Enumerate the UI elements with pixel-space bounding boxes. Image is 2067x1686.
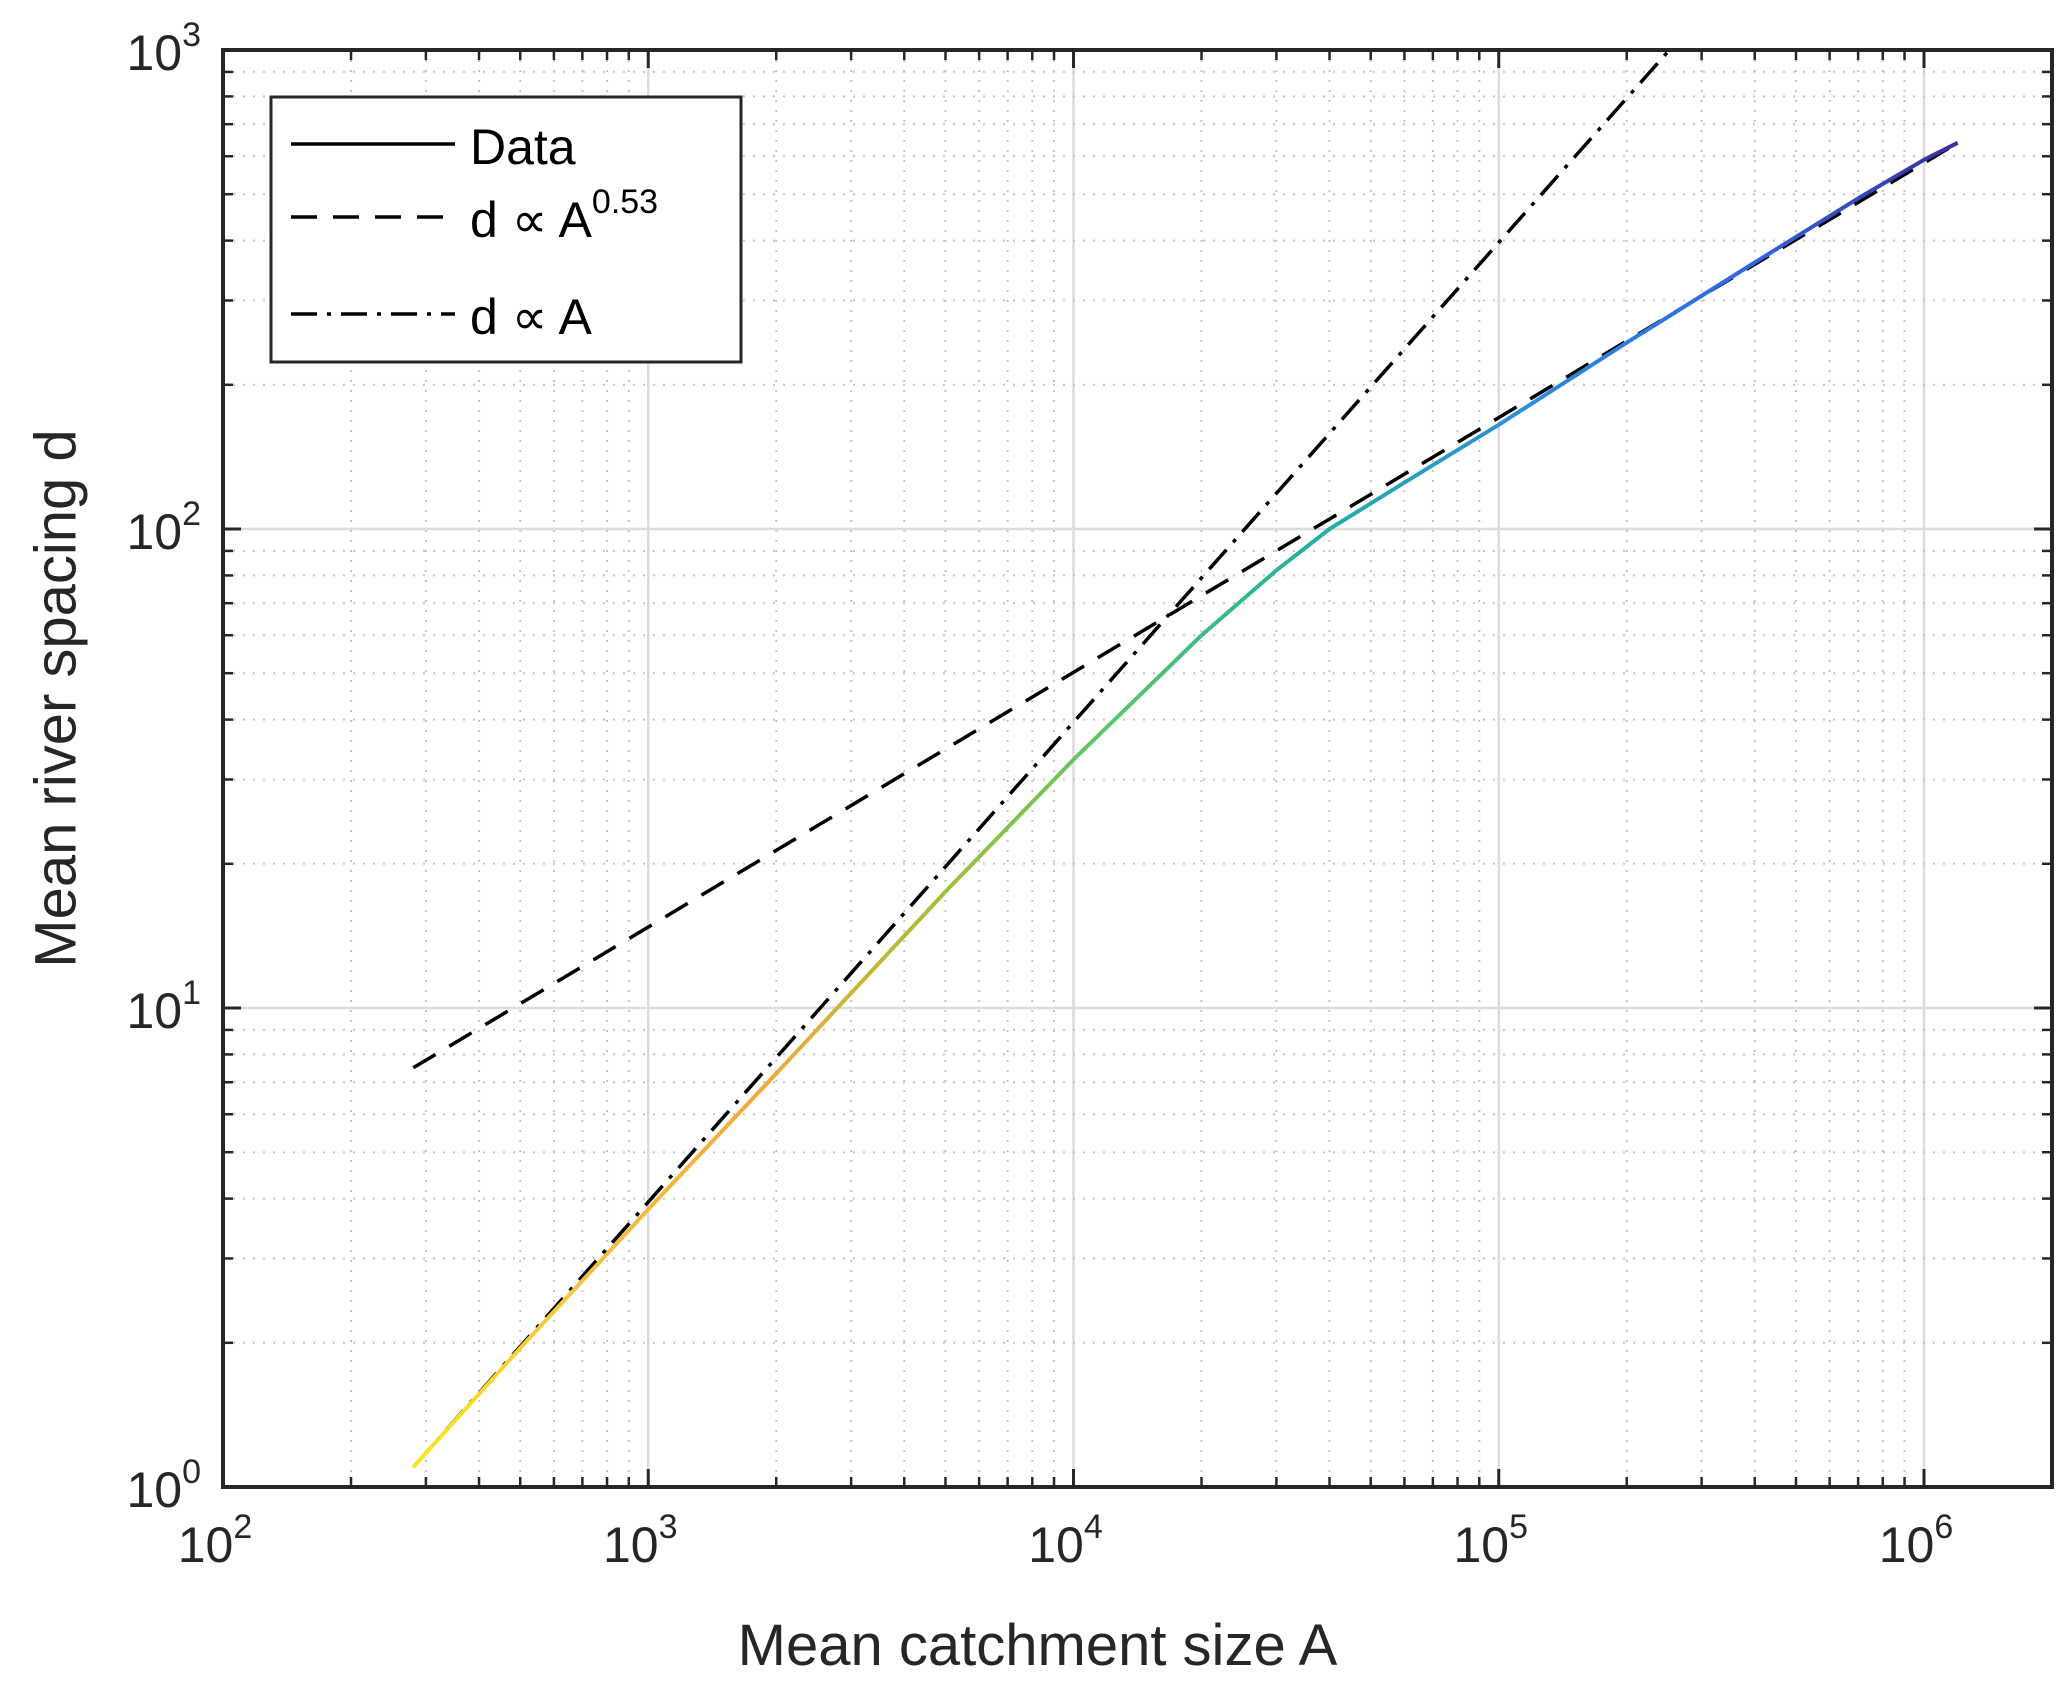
x-tick-label-exponent: 6 — [1934, 1508, 1953, 1546]
ticks — [221, 48, 2054, 1489]
x-tick-label-exponent: 4 — [1084, 1508, 1103, 1546]
y-tick-label-base: 10 — [126, 504, 182, 560]
x-tick-label-base: 10 — [1453, 1517, 1509, 1573]
x-axis-label: Mean catchment size A — [738, 1613, 1338, 1678]
x-tick-label: 102 — [178, 1508, 253, 1573]
x-tick-label-base: 10 — [178, 1517, 234, 1573]
series-data-line — [411, 141, 1959, 1469]
y-tick-label: 103 — [126, 16, 201, 81]
series-dashed-fit-line — [412, 141, 1959, 1070]
legend-box — [269, 95, 743, 364]
y-tick-label-exponent: 3 — [182, 16, 201, 54]
y-tick-label: 101 — [126, 974, 201, 1039]
x-tick-label-exponent: 5 — [1509, 1508, 1528, 1546]
x-tick-label-exponent: 2 — [233, 1508, 252, 1546]
y-tick-label-exponent: 1 — [182, 974, 201, 1012]
x-tick-label: 105 — [1453, 1508, 1528, 1573]
x-tick-label: 104 — [1028, 1508, 1103, 1573]
y-tick-label-base: 10 — [126, 25, 182, 81]
x-tick-label-base: 10 — [1028, 1517, 1084, 1573]
x-tick-label: 103 — [603, 1508, 678, 1573]
y-tick-label: 102 — [126, 495, 201, 560]
legend-label-dashed-exponent: 0.53 — [592, 183, 658, 221]
axes-box — [221, 48, 2054, 1489]
legend: Data d ∝ A0.53 d ∝ A — [269, 95, 743, 364]
x-tick-label-base: 10 — [1879, 1517, 1935, 1573]
y-tick-label-base: 10 — [126, 1462, 182, 1518]
y-tick-label-base: 10 — [126, 983, 182, 1039]
legend-label-dashdot: d ∝ A — [470, 289, 593, 345]
y-tick-label: 100 — [126, 1453, 201, 1518]
legend-label-dashed: d ∝ A0.53 — [470, 183, 658, 248]
y-axis-label: Mean river spacing d — [23, 429, 88, 967]
y-tick-label-exponent: 2 — [182, 495, 201, 533]
x-tick-label-base: 10 — [603, 1517, 659, 1573]
series-dashdot-fit-line — [411, 48, 1671, 1469]
legend-label-dashed-lead: d ∝ A — [470, 192, 593, 248]
series-layer — [411, 48, 1959, 1469]
x-tick-label-exponent: 3 — [659, 1508, 678, 1546]
y-tick-label-exponent: 0 — [182, 1453, 201, 1491]
x-tick-label: 106 — [1879, 1508, 1954, 1573]
legend-label-data: Data — [470, 119, 576, 175]
